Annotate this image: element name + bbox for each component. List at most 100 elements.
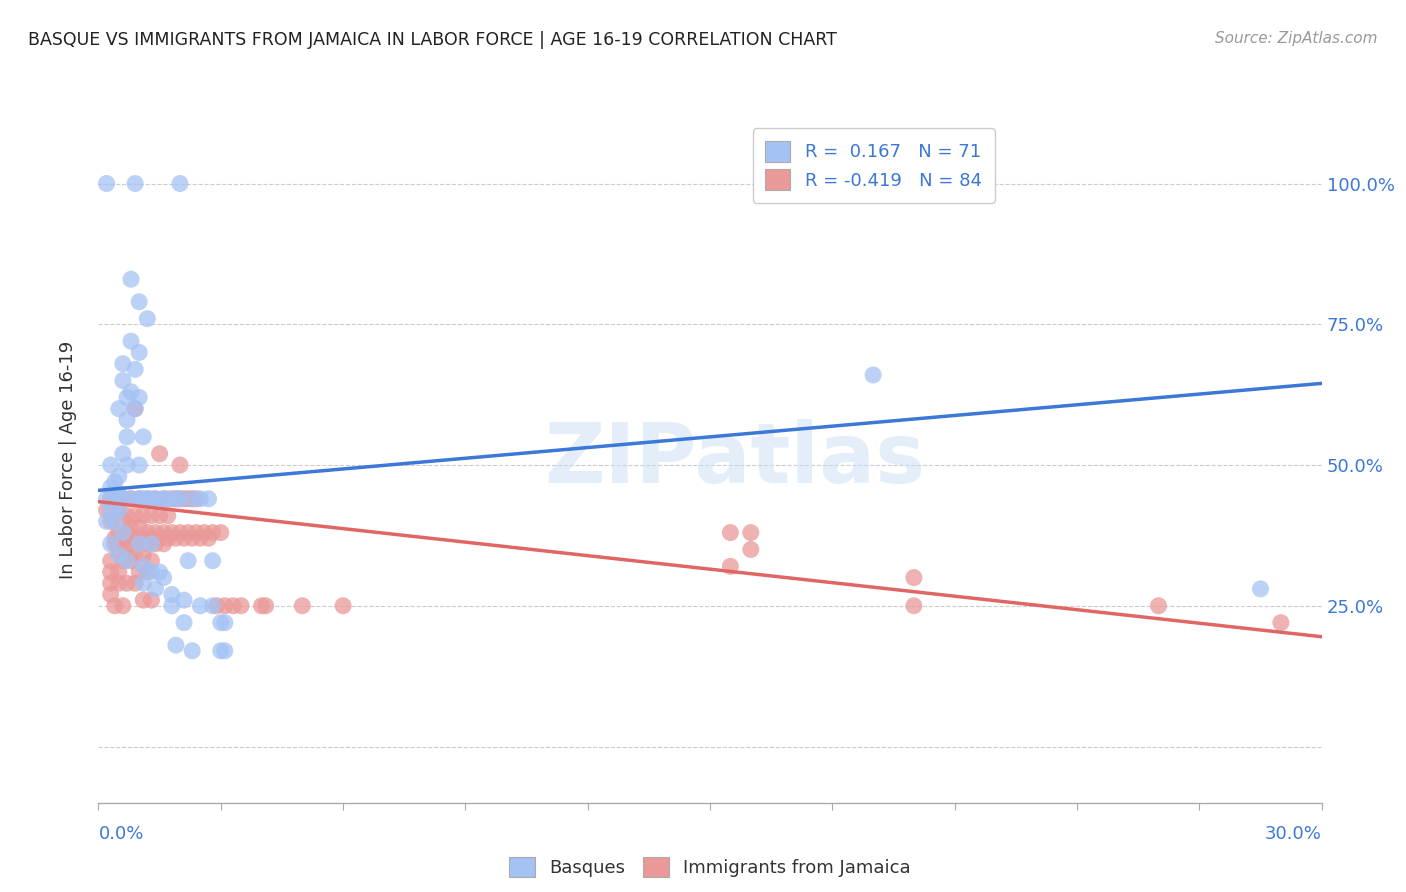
Point	[128, 491, 150, 506]
Point	[132, 548, 155, 562]
Point	[165, 531, 187, 545]
Point	[111, 554, 134, 568]
Point	[120, 334, 142, 348]
Point	[120, 520, 142, 534]
Point	[111, 491, 134, 506]
Point	[188, 531, 212, 545]
Point	[1147, 599, 1170, 613]
Point	[156, 508, 179, 523]
Point	[181, 491, 204, 506]
Point	[115, 413, 138, 427]
Point	[128, 458, 150, 472]
Point	[128, 537, 150, 551]
Point	[145, 491, 167, 506]
Point	[209, 525, 232, 540]
Point	[132, 430, 155, 444]
Point	[100, 491, 122, 506]
Point	[903, 571, 925, 585]
Text: In Labor Force | Age 16-19: In Labor Force | Age 16-19	[59, 340, 77, 579]
Point	[132, 508, 155, 523]
Point	[141, 565, 163, 579]
Point	[165, 491, 187, 506]
Point	[132, 593, 155, 607]
Point	[108, 576, 131, 591]
Point	[177, 491, 200, 506]
Point	[111, 525, 134, 540]
Text: Source: ZipAtlas.com: Source: ZipAtlas.com	[1215, 31, 1378, 46]
Point	[160, 491, 183, 506]
Point	[96, 177, 118, 191]
Point	[181, 491, 204, 506]
Point	[100, 565, 122, 579]
Point	[197, 531, 219, 545]
Point	[152, 491, 174, 506]
Point	[169, 491, 191, 506]
Point	[173, 615, 195, 630]
Point	[205, 599, 228, 613]
Point	[145, 537, 167, 551]
Point	[177, 525, 200, 540]
Text: 30.0%: 30.0%	[1265, 825, 1322, 843]
Point	[120, 272, 142, 286]
Point	[104, 491, 127, 506]
Point	[173, 593, 195, 607]
Point	[124, 508, 146, 523]
Point	[120, 384, 142, 399]
Point	[104, 491, 127, 506]
Point	[124, 362, 146, 376]
Point	[173, 531, 195, 545]
Point	[124, 177, 146, 191]
Point	[250, 599, 273, 613]
Point	[111, 514, 134, 528]
Legend: Basques, Immigrants from Jamaica: Basques, Immigrants from Jamaica	[501, 847, 920, 887]
Point	[100, 576, 122, 591]
Point	[173, 491, 195, 506]
Point	[720, 525, 742, 540]
Point	[149, 508, 172, 523]
Point	[104, 537, 127, 551]
Point	[141, 537, 163, 551]
Point	[201, 599, 224, 613]
Point	[96, 491, 118, 506]
Point	[120, 554, 142, 568]
Point	[193, 525, 215, 540]
Point	[136, 311, 159, 326]
Point	[141, 531, 163, 545]
Point	[132, 559, 155, 574]
Point	[254, 599, 277, 613]
Point	[165, 491, 187, 506]
Point	[1249, 582, 1271, 596]
Point	[128, 491, 150, 506]
Point	[201, 554, 224, 568]
Point	[141, 593, 163, 607]
Point	[132, 576, 155, 591]
Point	[115, 554, 138, 568]
Point	[128, 345, 150, 359]
Point	[169, 177, 191, 191]
Point	[214, 599, 236, 613]
Point	[149, 447, 172, 461]
Point	[214, 615, 236, 630]
Point	[181, 644, 204, 658]
Point	[96, 503, 118, 517]
Point	[100, 458, 122, 472]
Point	[186, 525, 208, 540]
Point	[111, 374, 134, 388]
Point	[181, 531, 204, 545]
Point	[160, 587, 183, 601]
Point	[100, 554, 122, 568]
Point	[104, 475, 127, 489]
Point	[197, 491, 219, 506]
Point	[124, 401, 146, 416]
Point	[169, 525, 191, 540]
Text: BASQUE VS IMMIGRANTS FROM JAMAICA IN LABOR FORCE | AGE 16-19 CORRELATION CHART: BASQUE VS IMMIGRANTS FROM JAMAICA IN LAB…	[28, 31, 837, 49]
Point	[108, 401, 131, 416]
Point	[111, 491, 134, 506]
Point	[96, 514, 118, 528]
Point	[201, 525, 224, 540]
Point	[108, 542, 131, 557]
Point	[160, 525, 183, 540]
Point	[136, 525, 159, 540]
Point	[169, 458, 191, 472]
Point	[136, 491, 159, 506]
